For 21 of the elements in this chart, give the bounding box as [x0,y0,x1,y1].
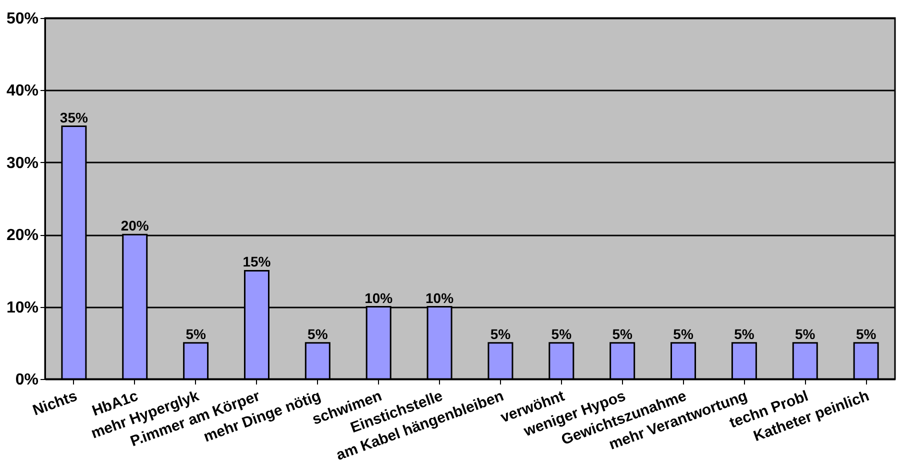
y-tick-label: 30% [6,154,38,172]
data-label: 35% [60,109,88,126]
data-label: 5% [673,326,694,342]
data-label: 5% [490,326,512,342]
data-label: 20% [120,218,150,234]
data-label: 10% [364,290,394,306]
data-label: 5% [308,326,328,342]
data-label: 5% [856,326,877,342]
data-label: 10% [426,290,454,306]
data-label: 5% [795,326,816,342]
y-tick-label: 0% [15,372,38,388]
x-tick-label: Nichts [30,388,80,420]
data-label: 5% [612,326,633,342]
y-tick-label: 20% [6,227,38,244]
y-tick-label: 10% [6,299,38,316]
data-label: 5% [186,326,206,342]
data-label: 5% [734,326,755,342]
y-tick-label: 40% [6,82,38,100]
data-label: 5% [551,326,572,342]
y-tick-label: 50% [6,10,38,28]
data-label: 15% [242,254,272,270]
